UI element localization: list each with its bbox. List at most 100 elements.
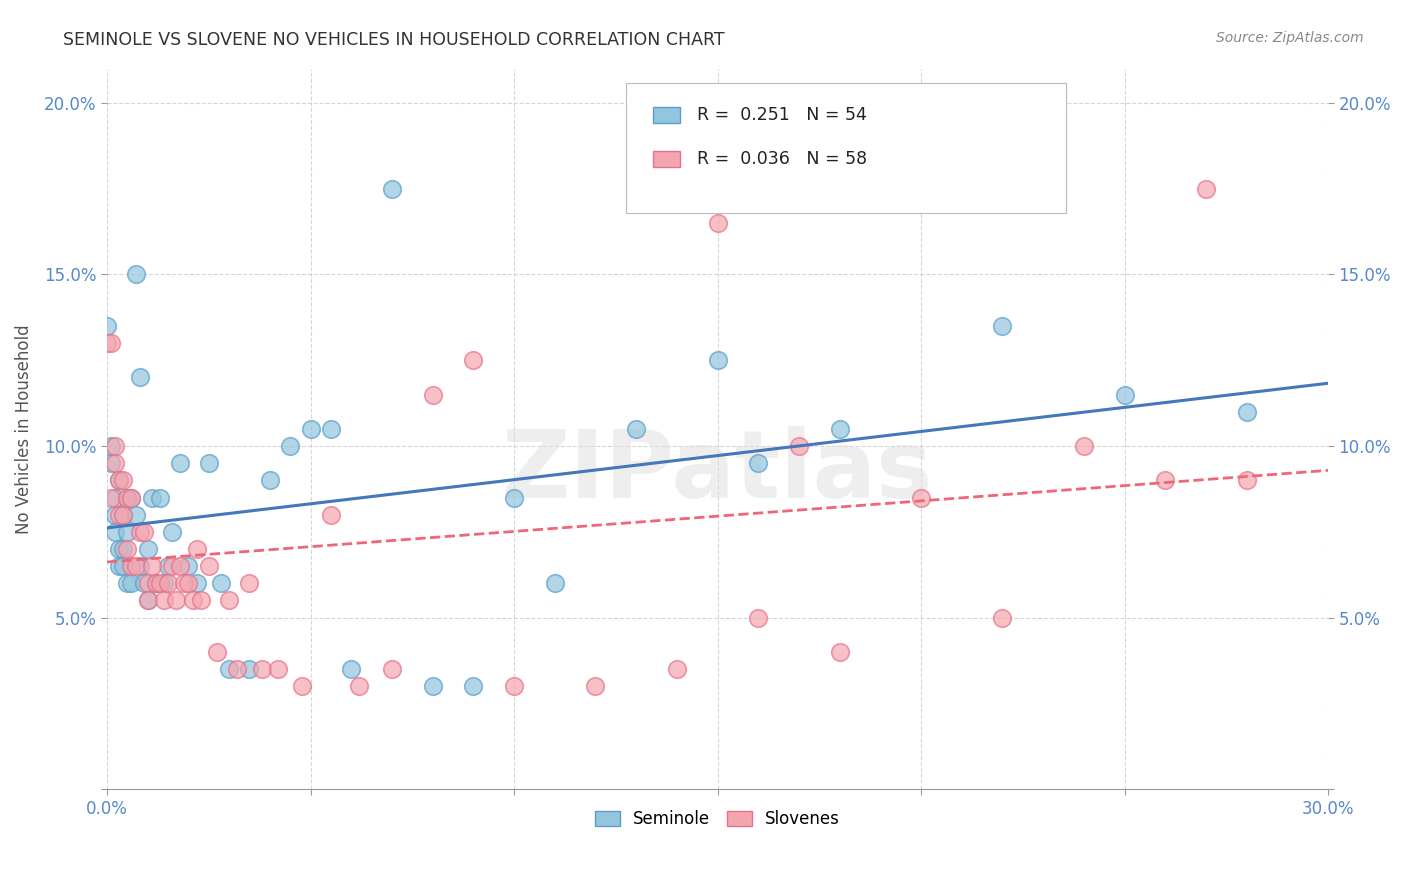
Point [267,662,290,676]
Point [112,508,135,522]
Point [585,679,607,693]
Point [544,576,567,591]
Point [108,541,131,556]
Point [128,559,150,574]
Point [149,491,172,505]
Point [747,456,769,470]
FancyBboxPatch shape [652,107,679,123]
Point [706,353,728,368]
FancyBboxPatch shape [652,151,679,167]
Point [422,679,444,693]
Point [197,559,219,574]
Point [381,662,404,676]
FancyBboxPatch shape [626,83,1066,212]
Point [503,491,526,505]
Point [124,508,146,522]
Point [186,541,208,556]
Point [124,268,146,282]
Point [381,181,404,195]
Point [153,576,176,591]
Point [117,491,139,505]
Point [96,318,118,333]
Point [132,576,155,591]
Point [104,439,127,453]
Point [120,491,142,505]
Point [238,662,260,676]
Point [108,508,131,522]
Y-axis label: No Vehicles in Household: No Vehicles in Household [15,324,32,533]
Point [169,456,191,470]
Point [165,593,187,607]
Point [828,422,851,436]
Text: ZIPatlas: ZIPatlas [502,426,934,518]
Point [108,559,131,574]
Point [120,576,142,591]
Point [910,491,932,505]
Point [104,491,127,505]
Point [120,491,142,505]
Point [340,662,363,676]
Point [209,576,232,591]
Point [145,576,167,591]
Point [218,593,240,607]
Point [349,679,371,693]
Point [463,679,485,693]
Legend: Seminole, Slovenes: Seminole, Slovenes [588,804,846,835]
Point [136,541,159,556]
Point [747,610,769,624]
Point [104,524,127,539]
Text: Source: ZipAtlas.com: Source: ZipAtlas.com [1216,31,1364,45]
Point [124,559,146,574]
Point [177,559,200,574]
Point [100,491,122,505]
Point [112,559,135,574]
Point [141,559,163,574]
Point [1236,474,1258,488]
Point [177,576,200,591]
Point [120,559,142,574]
Point [1073,439,1095,453]
Text: SEMINOLE VS SLOVENE NO VEHICLES IN HOUSEHOLD CORRELATION CHART: SEMINOLE VS SLOVENE NO VEHICLES IN HOUSE… [63,31,725,49]
Point [104,508,127,522]
Point [112,508,135,522]
Point [128,524,150,539]
Point [1154,474,1177,488]
Point [160,559,183,574]
Point [117,524,139,539]
Point [278,439,301,453]
Point [117,576,139,591]
Point [128,370,150,384]
Point [136,593,159,607]
Point [226,662,249,676]
Point [665,662,688,676]
Point [624,422,647,436]
Point [463,353,485,368]
Point [136,576,159,591]
Point [117,541,139,556]
Point [218,662,240,676]
Point [149,576,172,591]
Point [186,576,208,591]
Point [132,524,155,539]
Text: R =  0.036   N = 58: R = 0.036 N = 58 [697,150,868,168]
Point [250,662,273,676]
Text: R =  0.251   N = 54: R = 0.251 N = 54 [697,106,866,124]
Point [117,491,139,505]
Point [160,524,183,539]
Point [319,508,342,522]
Point [991,318,1014,333]
Point [100,336,122,351]
Point [100,456,122,470]
Point [1195,181,1218,195]
Point [706,216,728,230]
Point [238,576,260,591]
Point [299,422,322,436]
Point [291,679,314,693]
Point [136,593,159,607]
Point [153,593,176,607]
Point [205,645,228,659]
Point [787,439,810,453]
Point [503,679,526,693]
Point [141,491,163,505]
Point [173,576,195,591]
